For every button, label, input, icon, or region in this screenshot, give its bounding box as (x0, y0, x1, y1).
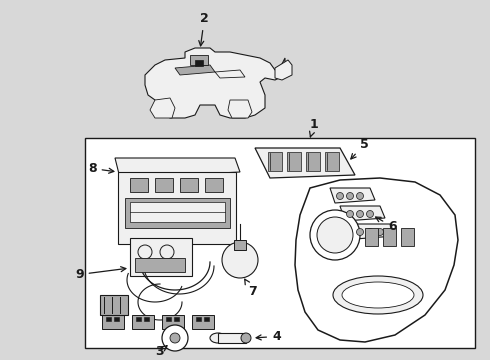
Circle shape (346, 193, 353, 199)
Bar (125, 198, 230, 228)
Bar (365, 228, 378, 246)
Bar (180, 178, 198, 192)
Ellipse shape (241, 333, 251, 343)
Polygon shape (340, 206, 385, 221)
Polygon shape (268, 152, 282, 171)
Polygon shape (330, 188, 375, 203)
Text: 5: 5 (351, 138, 369, 159)
Polygon shape (115, 158, 240, 178)
Text: 7: 7 (245, 279, 257, 298)
Bar (162, 315, 184, 329)
Ellipse shape (333, 276, 423, 314)
Ellipse shape (342, 282, 414, 308)
Circle shape (367, 229, 373, 235)
Circle shape (337, 193, 343, 199)
Bar (136, 317, 141, 321)
Circle shape (138, 245, 152, 259)
Bar (130, 238, 192, 276)
Circle shape (376, 229, 384, 235)
Bar (218, 333, 246, 343)
Bar (102, 315, 124, 329)
Circle shape (357, 211, 364, 217)
Polygon shape (175, 65, 215, 75)
Bar (174, 317, 179, 321)
Bar (196, 317, 201, 321)
Circle shape (367, 211, 373, 217)
Text: 4: 4 (256, 330, 281, 343)
Circle shape (310, 210, 360, 260)
Polygon shape (306, 152, 320, 171)
Polygon shape (150, 98, 175, 118)
Ellipse shape (210, 333, 226, 343)
Bar (401, 228, 414, 246)
Polygon shape (325, 152, 339, 171)
Bar (85, 138, 475, 348)
Polygon shape (287, 152, 301, 171)
Bar (118, 172, 236, 244)
Polygon shape (295, 178, 458, 342)
Polygon shape (215, 70, 245, 78)
Circle shape (222, 242, 258, 278)
Text: 1: 1 (310, 118, 319, 137)
Text: 6: 6 (376, 217, 396, 233)
Circle shape (357, 229, 364, 235)
Text: 2: 2 (199, 12, 209, 46)
Text: 3: 3 (155, 345, 167, 358)
Bar (383, 228, 396, 246)
Polygon shape (145, 48, 285, 118)
Bar (205, 178, 223, 192)
Bar (204, 317, 209, 321)
Text: 8: 8 (88, 162, 114, 175)
Circle shape (346, 211, 353, 217)
Bar (135, 258, 185, 272)
Bar (130, 202, 225, 222)
Bar (144, 317, 149, 321)
Circle shape (317, 217, 353, 253)
Polygon shape (350, 224, 395, 239)
Bar (106, 317, 111, 321)
Bar (195, 60, 203, 66)
Bar (100, 295, 128, 315)
Bar (166, 317, 171, 321)
Bar (192, 315, 214, 329)
Circle shape (162, 325, 188, 351)
Circle shape (357, 193, 364, 199)
Bar (155, 178, 173, 192)
Bar (190, 55, 208, 65)
Polygon shape (228, 100, 252, 118)
Polygon shape (275, 60, 292, 80)
Bar (130, 178, 148, 192)
Text: 9: 9 (75, 267, 126, 281)
Circle shape (160, 245, 174, 259)
Circle shape (170, 333, 180, 343)
Bar (132, 315, 154, 329)
Bar (234, 240, 246, 250)
Polygon shape (255, 148, 355, 178)
Bar (114, 317, 119, 321)
